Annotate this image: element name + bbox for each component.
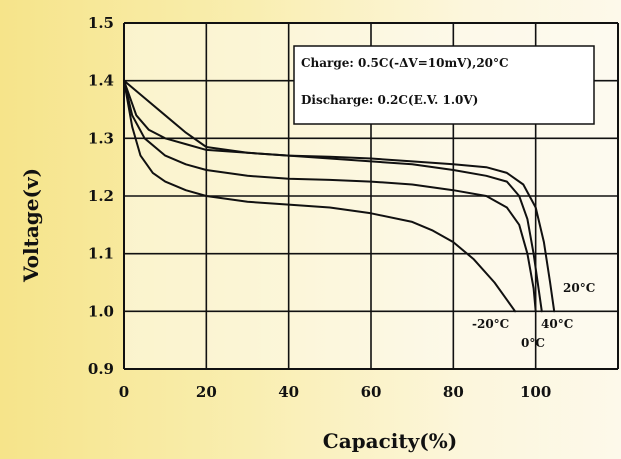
y-tick-label: 1.2	[88, 187, 114, 205]
curve-labels: 20°C -20°C 40°C 0°C	[472, 281, 595, 350]
curve-label-20c: 20°C	[563, 281, 595, 295]
y-axis-title: Voltage(v)	[19, 168, 43, 283]
curve-label-0c: 0°C	[521, 336, 545, 350]
annotation-line-2: Discharge: 0.2C(E.V. 1.0V)	[301, 93, 478, 107]
series-line-minus20c	[123, 79, 517, 313]
curve-label-minus20c: -20°C	[472, 317, 509, 331]
y-tick-label: 0.9	[88, 360, 114, 378]
tick-labels: 0 20 40 60 80 100 0.9 1.0 1.1 1.2 1.3 1.4 1.5	[88, 14, 551, 401]
x-tick-label: 60	[361, 383, 382, 401]
x-tick-label: 100	[520, 383, 551, 401]
x-tick-label: 0	[119, 383, 129, 401]
x-tick-label: 20	[196, 383, 217, 401]
y-tick-label: 1.0	[88, 302, 114, 320]
annotation-line-1: Charge: 0.5C(-ΔV=10mV),20°C	[301, 56, 509, 70]
x-tick-label: 80	[443, 383, 464, 401]
series-line-0c	[123, 79, 537, 313]
series-line-20c	[123, 79, 556, 313]
curve-label-40c: 40°C	[541, 317, 573, 331]
y-tick-label: 1.1	[88, 245, 114, 263]
y-tick-label: 1.3	[88, 129, 114, 147]
series-line-40c	[123, 79, 543, 313]
annotation-box: Charge: 0.5C(-ΔV=10mV),20°C Discharge: 0…	[293, 45, 595, 125]
y-tick-label: 1.5	[88, 14, 114, 32]
series-lines	[123, 79, 556, 313]
y-tick-label: 1.4	[88, 72, 114, 90]
x-axis-title: Capacity(%)	[323, 429, 457, 453]
grid	[123, 22, 619, 370]
x-tick-label: 40	[278, 383, 299, 401]
